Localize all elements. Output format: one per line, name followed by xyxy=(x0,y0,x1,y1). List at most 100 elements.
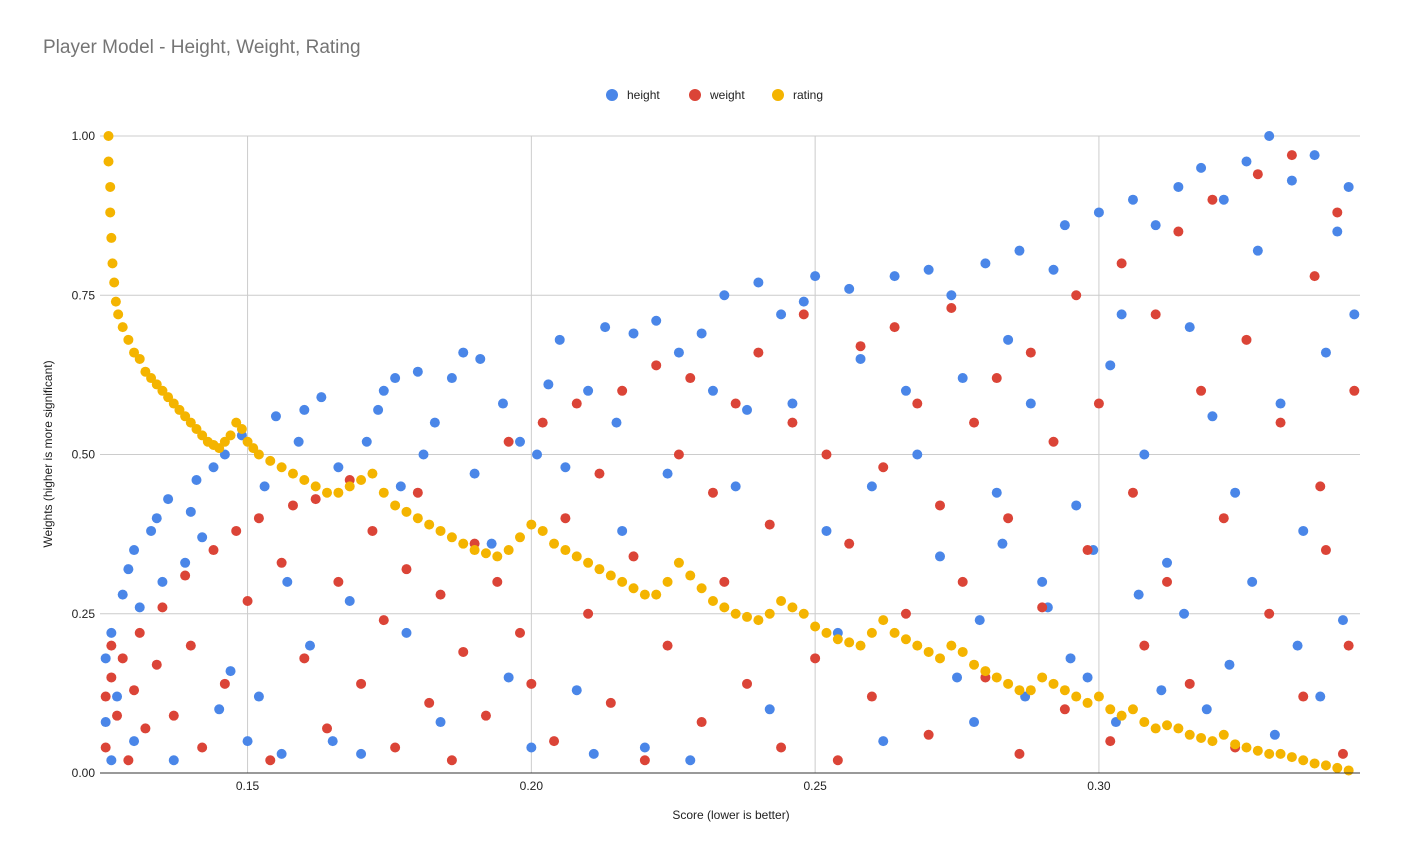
rating-point xyxy=(1184,729,1195,740)
rating-point xyxy=(1275,748,1286,759)
rating-point xyxy=(605,570,616,581)
height-point xyxy=(100,653,111,664)
weight-point xyxy=(651,360,662,371)
rating-point xyxy=(900,634,911,645)
height-point xyxy=(208,462,219,473)
weight-point xyxy=(1037,602,1048,613)
height-point xyxy=(112,691,123,702)
weight-point xyxy=(356,678,367,689)
weight-point xyxy=(231,525,242,536)
x-tick-label: 0.25 xyxy=(803,779,827,793)
height-point xyxy=(185,506,196,517)
y-tick-label: 0.25 xyxy=(72,607,96,621)
weight-point xyxy=(492,576,503,587)
rating-point xyxy=(109,277,120,288)
rating-point xyxy=(105,181,116,192)
x-tick-label: 0.15 xyxy=(236,779,260,793)
height-point xyxy=(1207,411,1218,422)
rating-point xyxy=(776,596,787,607)
rating-point xyxy=(103,131,114,141)
height-point xyxy=(361,436,372,447)
height-point xyxy=(1093,207,1104,218)
rating-point xyxy=(1014,685,1025,696)
rating-point xyxy=(1093,691,1104,702)
height-point xyxy=(1201,704,1212,715)
rating-point xyxy=(103,156,114,167)
weight-point xyxy=(157,602,168,613)
rating-point xyxy=(753,615,764,626)
height-point xyxy=(997,538,1008,549)
height-point xyxy=(1224,659,1235,670)
weight-point xyxy=(1286,150,1297,161)
weight-point xyxy=(1252,169,1263,180)
height-point xyxy=(1320,347,1331,358)
rating-point xyxy=(1218,729,1229,740)
weight-point xyxy=(923,729,934,740)
weight-point xyxy=(134,627,145,638)
height-point xyxy=(673,347,684,358)
height-point xyxy=(1116,309,1127,320)
rating-point xyxy=(594,564,605,575)
weight-point xyxy=(946,302,957,313)
height-point xyxy=(662,468,673,479)
weight-point xyxy=(1207,194,1218,205)
weight-point xyxy=(787,417,798,428)
weight-point xyxy=(117,653,128,664)
rating-point xyxy=(287,468,298,479)
weight-point xyxy=(265,755,276,766)
height-point xyxy=(316,392,327,403)
weight-point xyxy=(1048,436,1059,447)
legend: height weight rating xyxy=(606,88,823,102)
weight-point xyxy=(112,710,123,721)
rating-point xyxy=(322,487,333,498)
rating-point xyxy=(1332,762,1343,773)
weight-point xyxy=(742,678,753,689)
height-point xyxy=(787,398,798,409)
rating-point xyxy=(1252,745,1263,756)
weight-point xyxy=(1241,334,1252,345)
rating-point xyxy=(242,436,253,447)
height-point xyxy=(571,685,582,696)
rating-point xyxy=(526,519,537,530)
height-point xyxy=(1139,449,1150,460)
height-point xyxy=(1286,175,1297,186)
weight-point xyxy=(1071,290,1082,301)
rating-point xyxy=(185,417,196,428)
height-point xyxy=(1230,487,1241,498)
rating-point xyxy=(935,653,945,664)
rating-point xyxy=(1071,691,1082,702)
rating-point xyxy=(219,436,230,447)
rating-point xyxy=(866,627,877,638)
rating-point xyxy=(134,353,145,364)
rating-point xyxy=(764,608,775,619)
weight-point xyxy=(480,710,491,721)
weight-point xyxy=(242,596,253,607)
height-point xyxy=(560,462,571,473)
height-point xyxy=(742,404,753,415)
rating-point xyxy=(107,258,118,269)
rating-point xyxy=(991,672,1002,683)
height-point xyxy=(1315,691,1326,702)
height-point xyxy=(497,398,508,409)
height-point xyxy=(1252,245,1263,256)
weight-point xyxy=(197,742,208,753)
weight-point xyxy=(844,538,855,549)
rating-point xyxy=(1286,752,1297,763)
weight-point xyxy=(287,500,298,511)
height-point xyxy=(1349,309,1360,320)
height-point xyxy=(946,290,957,301)
height-point xyxy=(429,417,440,428)
weight-point xyxy=(1059,704,1070,715)
weight-point xyxy=(458,646,469,657)
series-weight xyxy=(100,150,1360,766)
rating-point xyxy=(1003,678,1014,689)
rating-point xyxy=(412,513,423,524)
rating-point xyxy=(617,576,628,587)
x-axis-title: Score (lower is better) xyxy=(672,808,789,822)
x-tick-label: 0.20 xyxy=(520,779,544,793)
height-point xyxy=(503,672,514,683)
legend-label-height: height xyxy=(627,88,660,102)
weight-point xyxy=(322,723,333,734)
weight-point xyxy=(685,373,696,384)
weight-point xyxy=(866,691,877,702)
